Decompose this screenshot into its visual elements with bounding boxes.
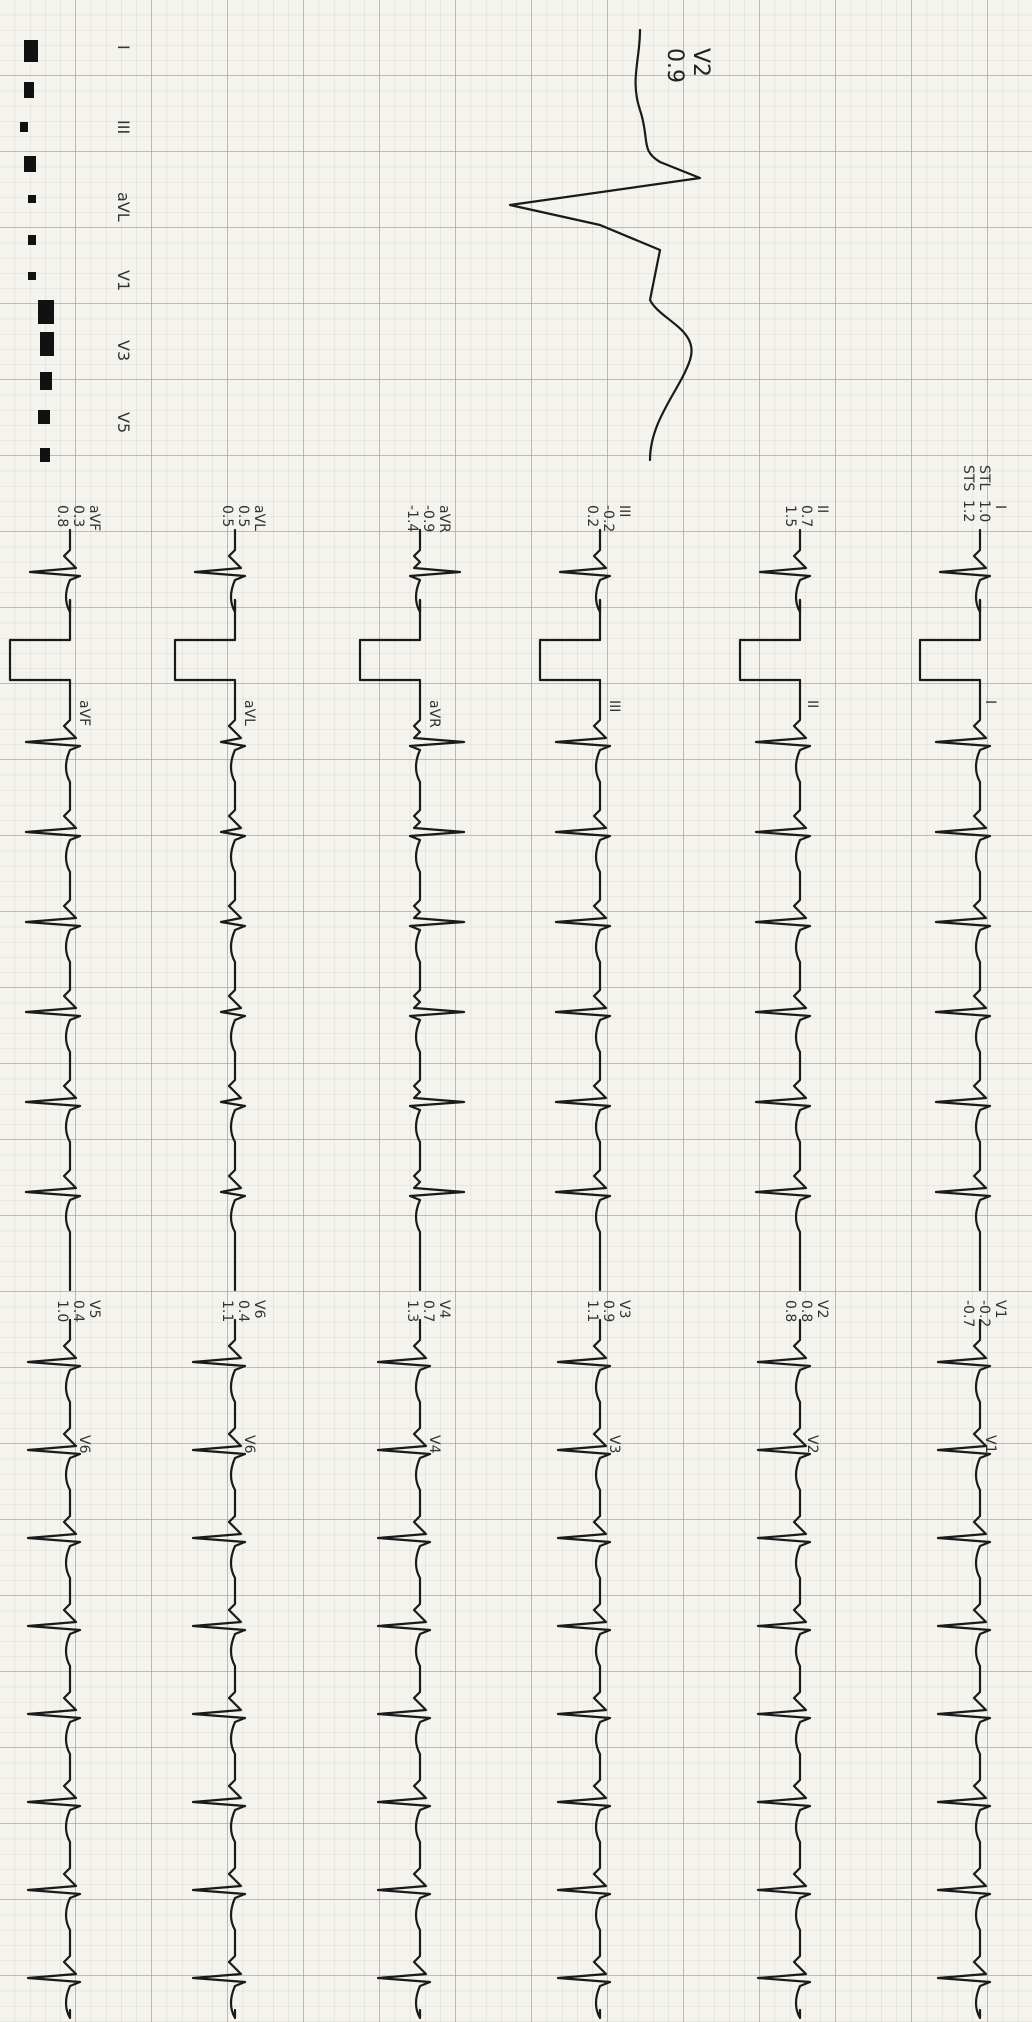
calibration-pulse: [173, 598, 237, 702]
value-1: -0.9: [420, 505, 436, 532]
mid-value-2: -0.7: [960, 1300, 976, 1327]
ecg-trace-segment-1: [558, 528, 612, 614]
calibration-pulse: [918, 598, 982, 702]
ecg-trace-segment-2: [754, 698, 812, 1292]
mid-lead-name: V1: [992, 1300, 1008, 1318]
mid-value-2: 1.0: [54, 1300, 70, 1322]
value-1: 0.5: [235, 505, 251, 527]
ecg-trace-segment-1: [28, 528, 82, 614]
ecg-trace-segment-3: [756, 1318, 812, 2020]
sts-value: 1.2: [960, 500, 976, 522]
zoomed-complex: V2 0.9: [508, 28, 713, 462]
legend-lead-1: I: [114, 45, 133, 50]
mid-lead-marker: V6: [241, 1435, 257, 1454]
ecg-trace-segment-3: [556, 1318, 612, 2020]
mid-value-1: 0.4: [70, 1300, 86, 1322]
mid-lead-name: V5: [86, 1300, 102, 1318]
lead-marker: I: [982, 700, 998, 704]
ecg-trace-segment-3: [191, 1318, 247, 2020]
mid-lead-name: V3: [616, 1300, 632, 1318]
ecg-trace-segment-2: [934, 698, 992, 1292]
legend-lead-3: aVL: [114, 192, 133, 222]
mid-value-1: 0.4: [235, 1300, 251, 1322]
mid-lead-marker: V1: [982, 1435, 998, 1453]
mid-lead-marker: V2: [804, 1435, 820, 1453]
mid-value-2: 0.8: [782, 1300, 798, 1322]
value-1: 0.3: [70, 505, 86, 527]
value-1: -0.2: [600, 505, 616, 532]
edge-marks: [20, 40, 54, 462]
lead-marker: aVR: [426, 700, 442, 728]
mid-lead-name: V6: [251, 1300, 267, 1319]
ecg-trace-segment-3: [376, 1318, 432, 2020]
stl-label: STL: [976, 465, 992, 490]
lead-marker: II: [804, 700, 820, 708]
lead-rows: ISTL1.0STS1.2IV1-0.2-0.7V1II0.71.5IIV20.…: [8, 465, 1008, 2020]
ecg-trace-segment-2: [408, 698, 466, 1292]
calibration-pulse: [8, 598, 72, 702]
mid-value-2: 1.1: [219, 1300, 235, 1322]
calibration-pulse: [358, 598, 422, 702]
legend-lead-2: III: [114, 120, 133, 134]
calibration-pulse: [538, 598, 602, 702]
value-2: 0.8: [54, 505, 70, 527]
lead-name: aVR: [436, 505, 452, 533]
ecg-trace-segment-3: [936, 1318, 992, 2020]
value-2: 1.5: [782, 505, 798, 527]
ecg-trace-segment-1: [408, 528, 462, 614]
ecg-trace-segment-2: [554, 698, 612, 1292]
ecg-trace-segment-2: [219, 698, 247, 1292]
mid-value-1: 0.9: [600, 1300, 616, 1322]
mid-value-1: -0.2: [976, 1300, 992, 1327]
mid-lead-marker: V6: [76, 1435, 92, 1454]
ecg-trace-segment-3: [26, 1318, 82, 2020]
calibration-pulse: [738, 598, 802, 702]
stl-value: 1.0: [976, 500, 992, 522]
lead-marker: III: [606, 700, 622, 712]
mid-value-2: 1.3: [404, 1300, 420, 1322]
mid-lead-name: V2: [814, 1300, 830, 1318]
strip-legend: I III aVL V1 V3 V5: [114, 45, 133, 433]
lead-marker: aVL: [241, 700, 257, 726]
lead-name: aVL: [251, 505, 267, 531]
mid-value-1: 0.7: [420, 1300, 436, 1322]
mid-lead-marker: V4: [426, 1435, 442, 1454]
value-2: 0.2: [584, 505, 600, 527]
sts-label: STS: [960, 465, 976, 491]
lead-name: II: [814, 505, 830, 513]
mid-lead-marker: V3: [606, 1435, 622, 1453]
mid-value-1: 0.8: [798, 1300, 814, 1322]
lead-name: III: [616, 505, 632, 517]
zoom-value: 0.9: [662, 48, 687, 83]
legend-lead-5: V3: [114, 340, 133, 361]
ecg-trace-segment-1: [758, 528, 812, 614]
ecg-trace-segment-1: [938, 528, 992, 614]
legend-lead-6: V5: [114, 412, 133, 433]
value-2: -1.4: [404, 505, 420, 532]
lead-marker: aVF: [76, 700, 92, 726]
zoom-lead-label: V2: [688, 48, 713, 77]
value-1: 0.7: [798, 505, 814, 527]
ecg-trace-segment-2: [24, 698, 82, 1292]
legend-lead-4: V1: [114, 270, 133, 291]
lead-name: I: [992, 505, 1008, 509]
value-2: 0.5: [219, 505, 235, 527]
lead-name: aVF: [86, 505, 102, 531]
mid-value-2: 1.1: [584, 1300, 600, 1322]
zoom-trace: [508, 28, 702, 462]
ecg-trace-segment-1: [193, 528, 247, 614]
mid-lead-name: V4: [436, 1300, 452, 1319]
